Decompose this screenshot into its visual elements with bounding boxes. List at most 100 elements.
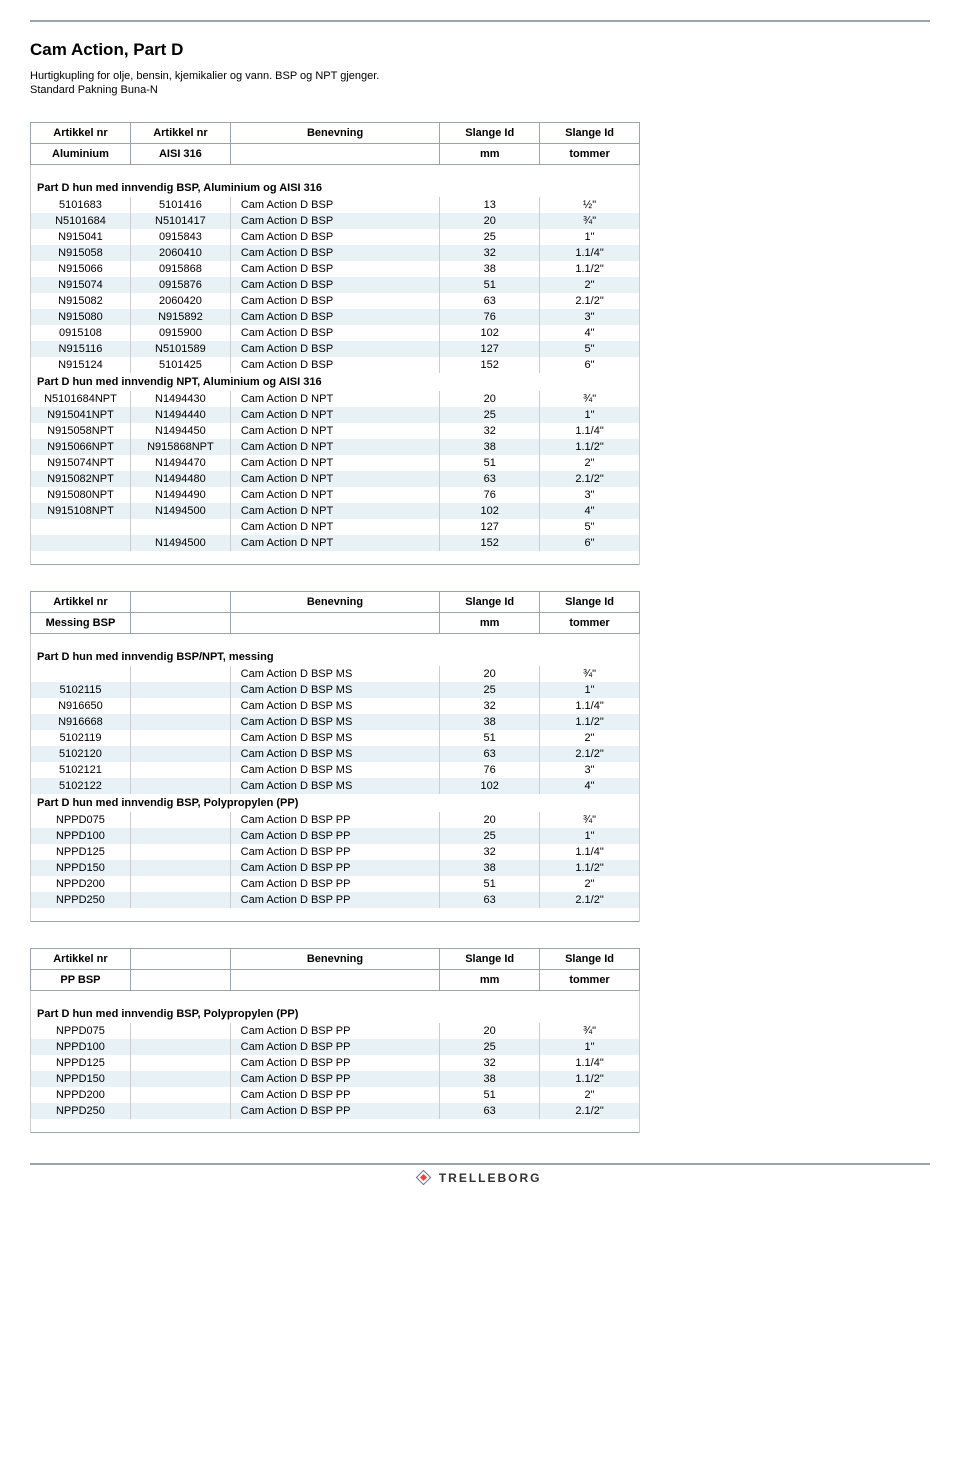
cell-art1: N915074NPT: [31, 455, 131, 471]
th-mm: mm: [440, 613, 540, 634]
cell-tommer: 2.1/2": [540, 471, 640, 487]
table-row: N915080NPT N1494490 Cam Action D NPT 76 …: [31, 487, 640, 503]
cell-desc: Cam Action D BSP MS: [230, 746, 440, 762]
cell-empty: [130, 1087, 230, 1103]
cell-mm: 51: [440, 1087, 540, 1103]
th-tommer: tommer: [540, 613, 640, 634]
th-benevning: Benevning: [230, 592, 440, 613]
footer-rule: [30, 1163, 930, 1165]
cell-mm: 38: [440, 860, 540, 876]
table-row: Cam Action D NPT 127 5": [31, 519, 640, 535]
cell-tommer: 4": [540, 778, 640, 794]
cell-tommer: ¾": [540, 213, 640, 229]
cell-art1: N916668: [31, 714, 131, 730]
cell-desc: Cam Action D BSP: [230, 325, 439, 341]
cell-art1: N915066NPT: [31, 439, 131, 455]
cell-desc: Cam Action D NPT: [230, 407, 439, 423]
cell-tommer: 1.1/4": [540, 423, 640, 439]
cell-empty: [130, 1023, 230, 1039]
cell-tommer: 2": [540, 455, 640, 471]
cell-desc: Cam Action D BSP: [230, 277, 439, 293]
cell-desc: Cam Action D BSP MS: [230, 682, 440, 698]
cell-desc: Cam Action D NPT: [230, 503, 439, 519]
cell-tommer: ¾": [540, 666, 640, 682]
table-row: N915108NPT N1494500 Cam Action D NPT 102…: [31, 503, 640, 519]
cell-empty: [130, 698, 230, 714]
table-row: NPPD150 Cam Action D BSP PP 38 1.1/2": [31, 860, 640, 876]
cell-mm: 127: [440, 341, 540, 357]
cell-art1: N915082: [31, 293, 131, 309]
table-3: Artikkel nr Benevning Slange Id Slange I…: [30, 948, 640, 1133]
cell-tommer: 1": [540, 229, 640, 245]
table-row: N915082 2060420 Cam Action D BSP 63 2.1/…: [31, 293, 640, 309]
cell-mm: 102: [440, 778, 540, 794]
cell-empty: [130, 1103, 230, 1119]
cell-desc: Cam Action D NPT: [230, 487, 439, 503]
cell-desc: Cam Action D BSP PP: [230, 1103, 440, 1119]
cell-desc: Cam Action D BSP PP: [230, 1039, 440, 1055]
table1-wrap: Artikkel nr Artikkel nr Benevning Slange…: [30, 122, 930, 565]
cell-mm: 63: [440, 471, 540, 487]
th-benevning: Benevning: [230, 123, 439, 144]
cell-mm: 38: [440, 261, 540, 277]
table-row: N5101684 N5101417 Cam Action D BSP 20 ¾": [31, 213, 640, 229]
cell-mm: 51: [440, 730, 540, 746]
th-artikkel: Artikkel nr: [31, 949, 131, 970]
cell-tommer: 2": [540, 277, 640, 293]
cell-art1: NPPD075: [31, 1023, 131, 1039]
section-label: Part D hun med innvendig BSP, Polypropyl…: [31, 794, 640, 812]
cell-empty: [130, 876, 230, 892]
cell-tommer: 1.1/2": [540, 439, 640, 455]
th-aluminium: Aluminium: [31, 144, 131, 165]
cell-mm: 20: [440, 391, 540, 407]
cell-art2: 0915900: [130, 325, 230, 341]
cell-desc: Cam Action D BSP PP: [230, 1023, 440, 1039]
cell-tommer: 1.1/4": [540, 698, 640, 714]
cell-mm: 63: [440, 1103, 540, 1119]
cell-empty: [130, 828, 230, 844]
section-row: Part D hun med innvendig BSP, Aluminium …: [31, 179, 640, 197]
cell-mm: 20: [440, 666, 540, 682]
cell-art2: 5101425: [130, 357, 230, 373]
spacer-row: [31, 551, 640, 565]
cell-desc: Cam Action D NPT: [230, 519, 439, 535]
cell-empty: [130, 812, 230, 828]
cell-mm: 63: [440, 746, 540, 762]
cell-art1: [31, 666, 131, 682]
spacer-row: [31, 991, 640, 1005]
cell-art1: NPPD200: [31, 876, 131, 892]
cell-mm: 38: [440, 439, 540, 455]
cell-mm: 76: [440, 487, 540, 503]
cell-empty: [130, 714, 230, 730]
cell-tommer: 5": [540, 341, 640, 357]
cell-mm: 32: [440, 245, 540, 261]
cell-desc: Cam Action D NPT: [230, 471, 439, 487]
th-messing: Messing BSP: [31, 613, 131, 634]
cell-desc: Cam Action D NPT: [230, 455, 439, 471]
cell-art1: N915116: [31, 341, 131, 357]
cell-art2: 0915868: [130, 261, 230, 277]
cell-art2: N1494470: [130, 455, 230, 471]
cell-desc: Cam Action D BSP MS: [230, 778, 440, 794]
cell-tommer: 6": [540, 535, 640, 551]
table-row: NPPD250 Cam Action D BSP PP 63 2.1/2": [31, 892, 640, 908]
cell-empty: [130, 892, 230, 908]
th-slange1: Slange Id: [440, 592, 540, 613]
cell-mm: 102: [440, 503, 540, 519]
cell-desc: Cam Action D BSP MS: [230, 714, 440, 730]
cell-tommer: 3": [540, 309, 640, 325]
cell-desc: Cam Action D NPT: [230, 391, 439, 407]
cell-mm: 32: [440, 1055, 540, 1071]
th-mm: mm: [440, 970, 540, 991]
th-artikkel: Artikkel nr: [31, 592, 131, 613]
table-row: 5102119 Cam Action D BSP MS 51 2": [31, 730, 640, 746]
table-row: NPPD200 Cam Action D BSP PP 51 2": [31, 876, 640, 892]
cell-mm: 20: [440, 1023, 540, 1039]
cell-art1: N915066: [31, 261, 131, 277]
table-row: NPPD125 Cam Action D BSP PP 32 1.1/4": [31, 1055, 640, 1071]
cell-art1: 5102115: [31, 682, 131, 698]
table-row: N915058NPT N1494450 Cam Action D NPT 32 …: [31, 423, 640, 439]
subtitle-1: Hurtigkupling for olje, bensin, kjemikal…: [30, 70, 930, 82]
th-empty: [130, 970, 230, 991]
cell-art1: N915082NPT: [31, 471, 131, 487]
